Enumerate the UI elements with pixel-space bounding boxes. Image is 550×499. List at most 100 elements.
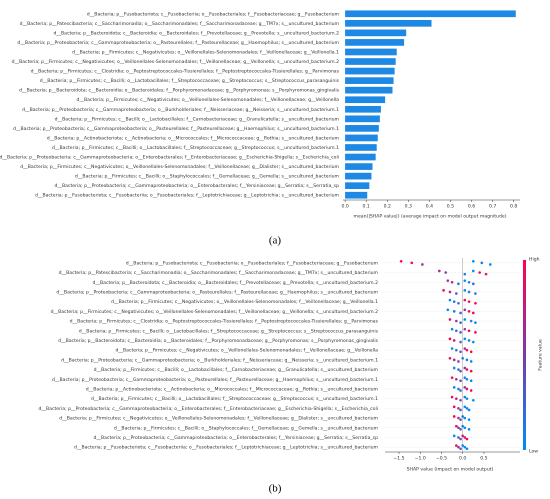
shap-point <box>467 418 471 421</box>
shap-point <box>457 426 460 430</box>
x-tick-label: 0.7 <box>489 204 496 210</box>
shap-point <box>455 444 458 447</box>
y-tick-label: d__Bacteria; p__Firmicutes; c__Bacilli; … <box>55 116 340 122</box>
bar <box>345 191 368 199</box>
y-tick-label: d__Bacteria; p__Proteobacteria; c__Gamma… <box>61 357 378 363</box>
y-tick-label: d__Bacteria; p__Proteobacteria; c__Gamma… <box>0 155 339 161</box>
bar <box>345 125 379 132</box>
x-tick-label: 0.6 <box>468 204 475 210</box>
shap-point <box>463 289 467 292</box>
shap-point <box>459 350 462 354</box>
y-tick-label: d__Bacteria; p__Proteobacteria; c__Gamma… <box>13 126 339 132</box>
y-tick-label: d__Bacteria; p__Firmicutes; c__Negativic… <box>59 416 378 422</box>
shap-point <box>469 350 473 354</box>
shap-point <box>488 263 492 266</box>
shap-point <box>465 397 469 400</box>
shap-point <box>450 347 454 350</box>
shap-point <box>465 407 469 410</box>
shap-point <box>457 282 460 286</box>
shap-point <box>457 360 460 363</box>
shap-point <box>472 340 475 344</box>
shap-point <box>455 424 458 428</box>
shap-point <box>459 428 462 431</box>
y-tick-label: d__Bacteria; p__Firmicutes; c__Negativic… <box>76 97 339 103</box>
shap-point <box>484 272 488 276</box>
shap-point <box>457 368 460 371</box>
x-tick-label: 0.2 <box>384 204 391 210</box>
shap-point <box>478 271 481 274</box>
y-tick-label: d__Bacteria; p__Bacteroidota; c__Bactero… <box>58 338 379 344</box>
shap-point <box>452 310 456 313</box>
bar <box>345 153 376 161</box>
y-tick-label: d__Bacteria; p__Bacteroidota; c__Bactero… <box>19 88 340 94</box>
shap-point <box>452 358 456 362</box>
shap-point <box>467 408 471 412</box>
x-tick-label: 0.0 <box>341 204 348 210</box>
x-tick-label: 0.5 <box>447 204 454 210</box>
x-axis-label: mean(|SHAP value|) (average impact on mo… <box>354 214 507 220</box>
shap-point <box>459 447 462 451</box>
y-tick-label: d__Bacteria; p__Bacteroidota; c__Bactero… <box>93 280 379 286</box>
x-tick-label: 0.4 <box>426 204 433 210</box>
y-tick-label: d__Bacteria; p__Proteobacteria; c__Gamma… <box>93 435 378 441</box>
shap-point <box>450 395 454 399</box>
shap-point <box>469 379 473 383</box>
shap-point <box>463 366 467 370</box>
shap-point <box>448 337 452 341</box>
bar <box>345 182 370 190</box>
bar <box>345 67 395 75</box>
shap-point <box>465 437 469 441</box>
bar <box>345 144 377 151</box>
shap-point <box>459 311 462 315</box>
shap-point <box>472 282 475 286</box>
shap-point <box>446 308 450 312</box>
shap-point <box>457 416 460 420</box>
shap-point <box>465 447 469 451</box>
shap-point <box>469 369 473 373</box>
shap-point <box>469 389 473 392</box>
shap-point <box>450 327 454 331</box>
shap-point <box>463 445 467 449</box>
shap-point <box>480 261 484 265</box>
caption: (a) <box>269 235 282 247</box>
shap-point <box>459 398 462 402</box>
shap-point <box>461 444 464 447</box>
y-tick-label: d__Bacteria; p__Firmicutes; c__Negativic… <box>51 309 379 315</box>
x-tick-label: −1.5 <box>393 456 404 462</box>
y-tick-label: d__Bacteria; p__Patescibacteria; c__Sacc… <box>20 21 340 27</box>
y-tick-label: d__Bacteria; p__Proteobacteria; c__Gamma… <box>56 289 378 295</box>
y-tick-label: d__Bacteria; p__Firmicutes; c__Negativic… <box>72 49 339 55</box>
x-tick-label: −0.5 <box>436 456 447 462</box>
bar <box>345 19 432 27</box>
shap-point <box>467 428 471 431</box>
shap-point <box>463 327 467 331</box>
shap-point <box>452 434 456 438</box>
y-tick-label: d__Bacteria; p__Firmicutes; c__Bacilli; … <box>114 425 379 431</box>
shap-point <box>465 348 469 352</box>
shap-point <box>461 424 464 428</box>
bar <box>345 105 381 113</box>
shap-point <box>450 280 454 284</box>
shap-point <box>463 376 467 379</box>
bar <box>345 172 372 180</box>
colorbar-low: Low <box>529 449 538 455</box>
y-tick-label: d__Bacteria; p__Proteobacteria; c__Gamma… <box>54 183 339 189</box>
shap-point <box>438 269 441 273</box>
colorbar-high: High <box>529 257 540 263</box>
y-tick-label: d__Bacteria; p__Firmicutes; c__Negativic… <box>111 299 378 305</box>
y-tick-label: d__Bacteria; p__Fusobacteriota; c__Fusob… <box>74 445 379 451</box>
shap-point <box>461 415 464 418</box>
shap-point <box>465 368 469 371</box>
shap-point <box>467 290 471 294</box>
x-axis-label: SHAP value (impact on model output) <box>407 467 494 473</box>
shap-point <box>463 426 467 430</box>
shap-point <box>459 379 462 383</box>
shap-point <box>469 360 473 363</box>
y-tick-label: d__Bacteria; p__Firmicutes; c__Bacilli; … <box>94 367 379 373</box>
shap-point <box>455 329 458 333</box>
shap-point <box>448 318 452 321</box>
shap-point <box>474 331 477 334</box>
y-tick-label: d__Bacteria; p__Fusobacteriota; c__Fusob… <box>87 11 340 17</box>
shap-point <box>472 259 475 263</box>
